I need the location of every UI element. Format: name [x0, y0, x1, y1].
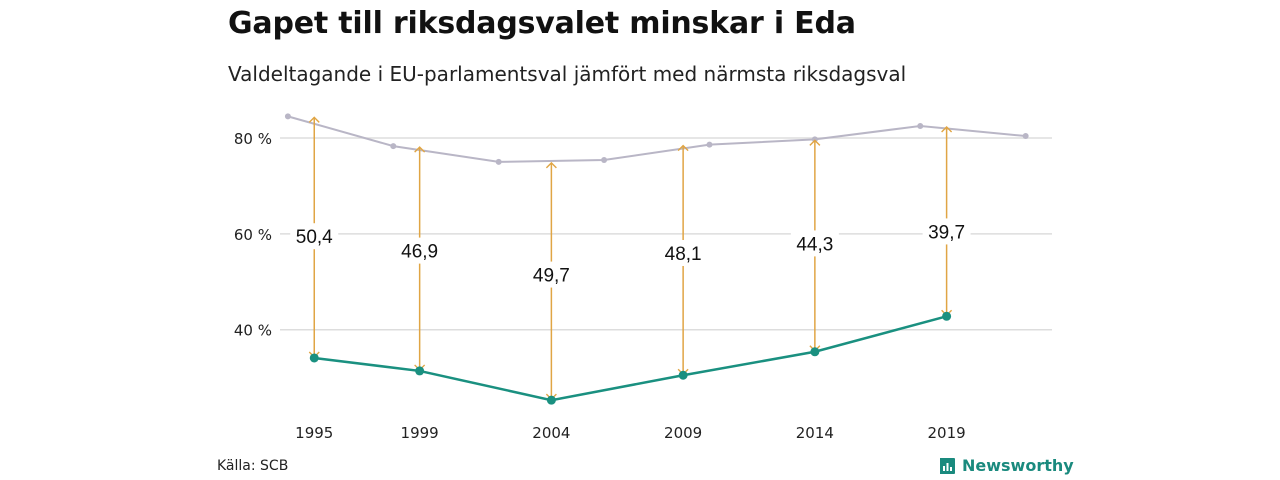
eu-point — [309, 353, 319, 363]
source-note: Källa: SCB — [217, 458, 289, 474]
y-tick-label: 40 % — [234, 322, 272, 340]
gap-label: 48,1 — [665, 244, 702, 265]
gap-labels: 50,4 46,9 49,7 48,1 44,3 39,7 — [290, 218, 971, 288]
newsworthy-logo-icon — [940, 457, 955, 474]
gap-label-bg — [790, 230, 839, 257]
riksdag-line — [287, 115, 1026, 163]
gap-label-bg — [290, 223, 339, 250]
x-tick-label: 2014 — [796, 424, 834, 442]
x-tick-label: 1995 — [295, 424, 333, 442]
eu-point — [810, 347, 820, 357]
brand: Newsworthy — [938, 456, 1074, 475]
gap-label-bg — [922, 218, 971, 245]
x-tick-label: 2009 — [664, 424, 702, 442]
riksdag-series — [284, 113, 1029, 165]
gap-label: 46,9 — [401, 242, 438, 263]
gap-label-bg — [527, 261, 576, 288]
riksdag-point — [495, 158, 502, 165]
chart-title: Gapet till riksdagsvalet minskar i Eda — [228, 6, 856, 41]
eu-line — [314, 315, 947, 402]
gap-label: 50,4 — [296, 227, 333, 248]
gap-label: 49,7 — [533, 266, 570, 287]
brand-name: Newsworthy — [962, 456, 1074, 475]
eu-point — [546, 395, 556, 405]
eu-point — [415, 366, 425, 376]
riksdag-point — [390, 143, 397, 150]
gap-label: 39,7 — [928, 222, 965, 243]
riksdag-point — [706, 141, 713, 148]
y-tick-label: 60 % — [234, 226, 272, 244]
x-tick-label: 2019 — [928, 424, 966, 442]
x-axis-ticks: 1995 1999 2004 2009 2014 2019 — [295, 424, 966, 442]
gap-label-bg — [395, 237, 444, 264]
eu-point — [678, 370, 688, 380]
x-tick-label: 1999 — [401, 424, 439, 442]
y-tick-label: 80 % — [234, 130, 272, 148]
gap-label-bg — [659, 240, 708, 266]
y-axis-ticks: 80 % 60 % 40 % — [234, 130, 272, 340]
riksdag-point — [284, 113, 291, 120]
gap-label: 44,3 — [796, 234, 833, 255]
riksdag-point — [917, 122, 924, 129]
eu-point — [942, 311, 952, 321]
chart-subtitle: Valdeltagande i EU-parlamentsval jämfört… — [228, 62, 907, 86]
eu-series — [309, 311, 952, 405]
x-tick-label: 2004 — [532, 424, 570, 442]
riksdag-point — [601, 156, 608, 163]
riksdag-point — [1022, 133, 1029, 140]
